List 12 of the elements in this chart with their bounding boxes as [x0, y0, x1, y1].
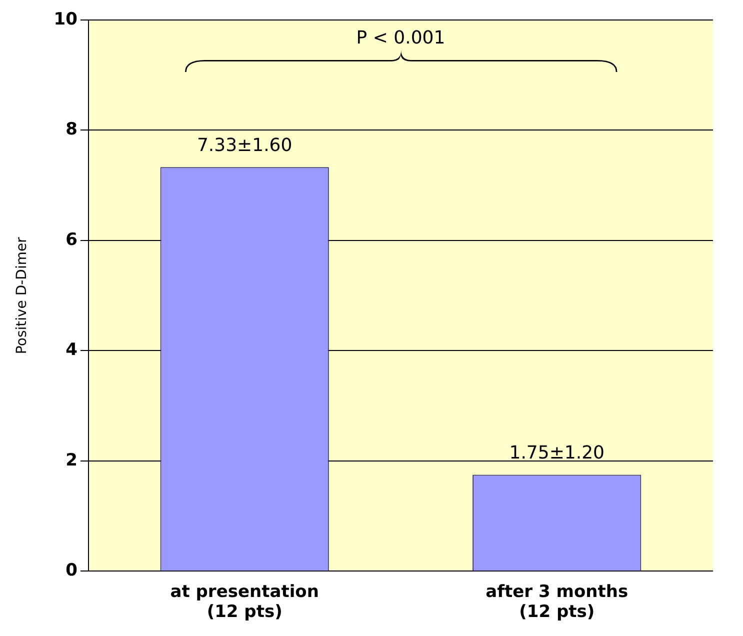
- y-tick-label: 10: [54, 9, 78, 30]
- x-tick-label: at presentation (12 pts): [170, 582, 319, 622]
- data-label: 1.75±1.20: [509, 442, 604, 464]
- y-tick-label: 2: [66, 450, 78, 470]
- y-tick-label: 6: [66, 230, 78, 250]
- y-tick-label: 4: [66, 340, 78, 360]
- data-label: 7.33±1.60: [196, 134, 292, 156]
- y-tick-label: 0: [66, 560, 78, 581]
- y-tick-label: 8: [66, 120, 78, 140]
- x-tick-label: after 3 months (12 pts): [486, 582, 628, 622]
- y-axis-title: Positive D-Dimer: [14, 236, 30, 354]
- annotation: P < 0.001: [356, 28, 446, 49]
